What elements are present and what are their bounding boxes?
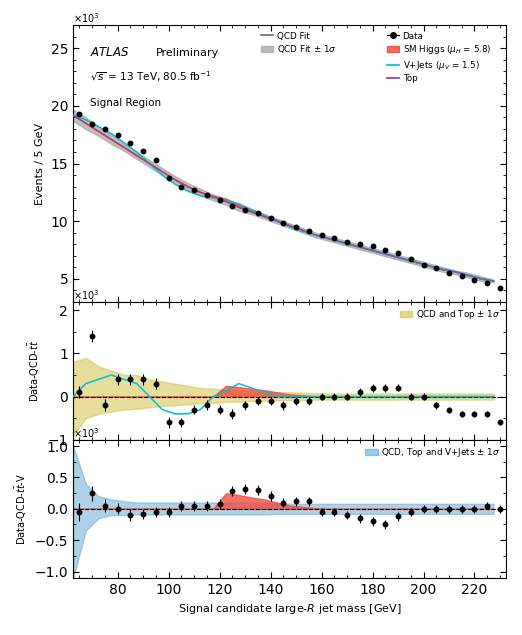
Text: $\sqrt{s}$ = 13 TeV, 80.5 fb$^{-1}$: $\sqrt{s}$ = 13 TeV, 80.5 fb$^{-1}$ bbox=[90, 69, 212, 84]
Text: $\times10^{3}$: $\times10^{3}$ bbox=[73, 427, 100, 440]
Legend: Data, SM Higgs ($\mu_{H}$ = 5.8), V+Jets ($\mu_{V}$ = 1.5), Top: Data, SM Higgs ($\mu_{H}$ = 5.8), V+Jets… bbox=[385, 30, 493, 85]
X-axis label: Signal candidate large-$R$ jet mass [GeV]: Signal candidate large-$R$ jet mass [GeV… bbox=[178, 602, 401, 616]
Text: $\times10^{3}$: $\times10^{3}$ bbox=[73, 11, 100, 25]
Legend: QCD, Top and V+Jets $\pm$ 1$\sigma$: QCD, Top and V+Jets $\pm$ 1$\sigma$ bbox=[364, 444, 502, 460]
Text: $\it{ATLAS}$: $\it{ATLAS}$ bbox=[90, 46, 130, 59]
Y-axis label: Events / 5 GeV: Events / 5 GeV bbox=[35, 123, 45, 204]
Text: Preliminary: Preliminary bbox=[156, 48, 219, 58]
Y-axis label: Data-QCD-$t\bar{t}$: Data-QCD-$t\bar{t}$ bbox=[27, 340, 42, 402]
Text: Signal Region: Signal Region bbox=[90, 98, 161, 107]
Y-axis label: Data-QCD-$t\bar{t}$-V: Data-QCD-$t\bar{t}$-V bbox=[14, 473, 29, 545]
Text: $\times10^{3}$: $\times10^{3}$ bbox=[73, 288, 100, 302]
Legend: QCD and Top $\pm$ 1$\sigma$: QCD and Top $\pm$ 1$\sigma$ bbox=[398, 306, 502, 323]
